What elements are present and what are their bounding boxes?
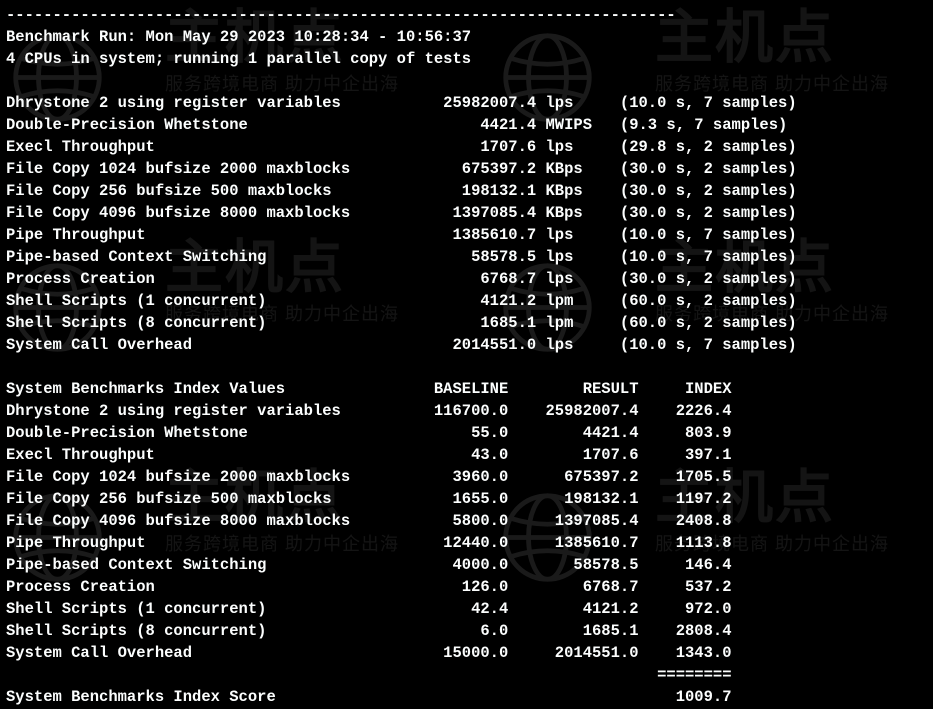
terminal-output: ----------------------------------------… (0, 0, 933, 709)
